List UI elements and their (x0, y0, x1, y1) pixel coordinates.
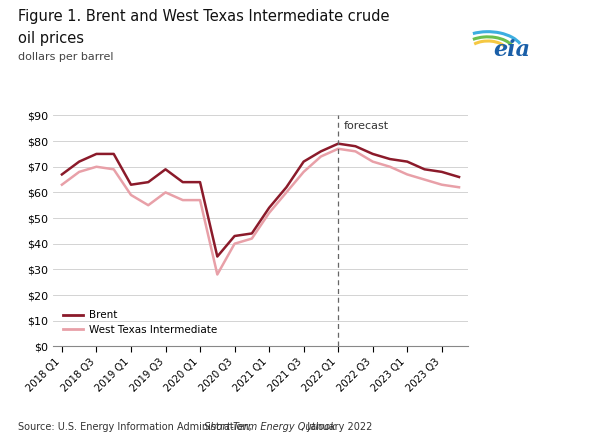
Text: Short-Term Energy Outlook: Short-Term Energy Outlook (204, 422, 336, 432)
Text: eia: eia (494, 39, 530, 61)
Text: forecast: forecast (343, 121, 388, 131)
Text: Source: U.S. Energy Information Administration,: Source: U.S. Energy Information Administ… (18, 422, 255, 432)
Text: dollars per barrel: dollars per barrel (18, 52, 113, 63)
Text: Figure 1. Brent and West Texas Intermediate crude: Figure 1. Brent and West Texas Intermedi… (18, 9, 390, 24)
Legend: Brent, West Texas Intermediate: Brent, West Texas Intermediate (59, 306, 221, 339)
Text: oil prices: oil prices (18, 31, 83, 46)
Text: , January 2022: , January 2022 (301, 422, 372, 432)
